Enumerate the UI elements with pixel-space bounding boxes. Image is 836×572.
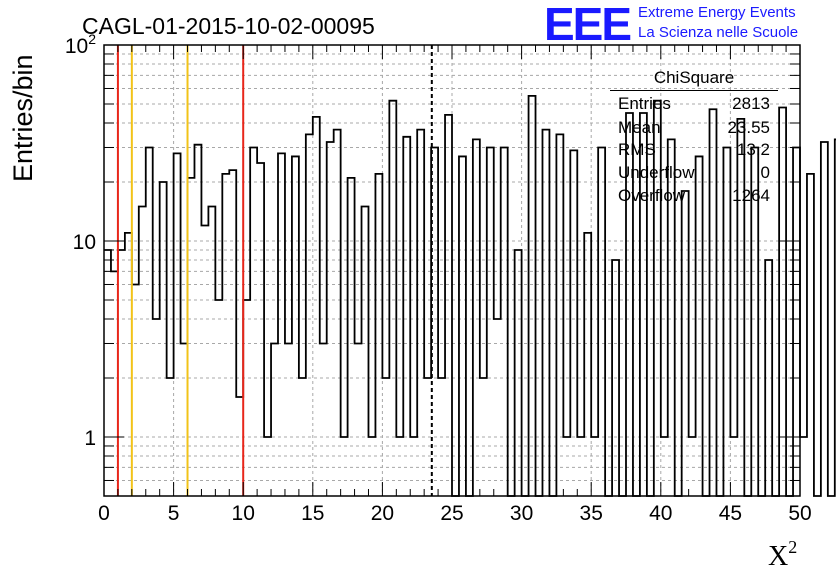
x-tick-label: 25: [440, 502, 463, 525]
x-axis-label: X2: [768, 537, 797, 572]
stats-key: Entries: [618, 94, 671, 113]
x-tick-label: 5: [168, 502, 180, 525]
x-tick-label: 45: [719, 502, 742, 525]
stats-box: ChiSquare Entries 2813 Mean 23.55 RMS 13.2 …: [610, 68, 778, 208]
stats-value: 13.2: [736, 140, 770, 159]
x-tick-label: 50: [788, 502, 811, 525]
y-axis: 1 10 102: [65, 31, 800, 497]
x-axis: 0 5 10 15 20 25 30 35 40 45 50: [98, 45, 812, 525]
x-tick-label: 15: [301, 502, 324, 525]
y-tick-label: 10: [73, 231, 96, 254]
stats-value: 0: [760, 163, 770, 182]
stats-title: ChiSquare: [653, 68, 735, 87]
x-tick-label: 10: [232, 502, 255, 525]
eee-logo-graphic: EEE: [544, 0, 632, 50]
stats-key: Underflow: [618, 163, 695, 182]
histogram-outline: [104, 94, 836, 497]
y-tick-label: 102: [65, 31, 96, 58]
stats-value: 23.55: [727, 118, 770, 137]
y-axis-label: Entries/bin: [8, 54, 38, 182]
y-tick-label: 1: [84, 427, 96, 450]
stats-key: Overflow: [618, 186, 686, 205]
marker-lines: [116, 45, 433, 496]
stats-value: 1264: [732, 186, 770, 205]
logo-line-2: La Scienza nelle Scuole: [638, 24, 799, 41]
stats-key: Mean: [618, 118, 661, 137]
x-tick-label: 20: [371, 502, 394, 525]
x-tick-label: 0: [98, 502, 110, 525]
stats-divider: [610, 90, 778, 91]
stats-value: 2813: [732, 94, 770, 113]
chart-title: CAGL-01-2015-10-02-00095: [82, 13, 375, 39]
eee-logo-text: EEE: [544, 4, 630, 44]
histogram-bars: [104, 94, 836, 497]
x-tick-label: 35: [580, 502, 603, 525]
eee-logo: EEE: [544, 0, 636, 50]
x-tick-label: 40: [649, 502, 672, 525]
logo-line-1: Extreme Energy Events: [638, 4, 796, 21]
stats-key: RMS: [618, 140, 656, 159]
x-tick-label: 30: [510, 502, 533, 525]
